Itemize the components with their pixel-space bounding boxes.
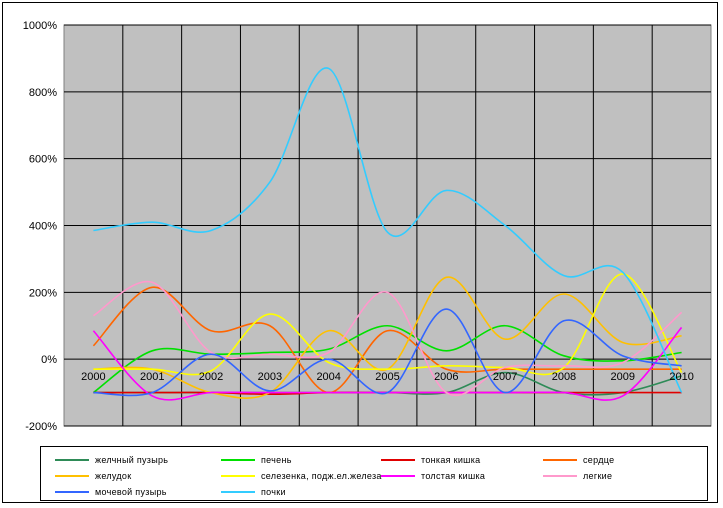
y-tick-label: 800%	[29, 87, 57, 99]
legend-swatch	[543, 459, 577, 461]
legend-label: сердце	[583, 455, 615, 465]
y-tick-label: 200%	[29, 287, 57, 299]
legend-swatch	[55, 475, 89, 477]
legend-swatch	[543, 475, 577, 477]
y-tick-label: 600%	[29, 154, 57, 166]
series-line-3	[92, 286, 682, 394]
legend-item: тонкая кишка	[381, 453, 480, 467]
legend-swatch	[221, 491, 255, 493]
legend-label: печень	[261, 455, 292, 465]
legend-item: толстая кишка	[381, 469, 485, 483]
y-tick-label: 400%	[29, 221, 57, 233]
legend: желчный пузырь печень тонкая кишка сердце же…	[40, 446, 708, 501]
legend-item: сердце	[543, 453, 614, 467]
legend-label: мочевой пузырь	[95, 487, 167, 497]
y-tick-label: 0%	[41, 354, 57, 366]
legend-label: желудок	[95, 471, 132, 481]
legend-label: толстая кишка	[421, 471, 486, 481]
series-line-5	[93, 273, 683, 376]
legend-label: тонкая кишка	[421, 455, 481, 465]
legend-item: селезенка, подж.ел.железа	[221, 469, 382, 483]
x-tick-label: 2007	[493, 371, 517, 383]
legend-swatch	[55, 459, 89, 461]
legend-swatch	[381, 475, 415, 477]
x-tick-label: 2002	[199, 371, 223, 383]
legend-swatch	[221, 475, 255, 477]
series-line-1	[92, 324, 682, 394]
x-tick-label: 2003	[258, 371, 282, 383]
legend-label: селезенка, подж.ел.железа	[261, 471, 382, 481]
x-tick-label: 2004	[316, 371, 340, 383]
legend-item: желудок	[55, 469, 131, 483]
legend-swatch	[55, 491, 89, 493]
legend-item: желчный пузырь	[55, 453, 168, 467]
series-line-8	[93, 308, 682, 397]
legend-swatch	[381, 459, 415, 461]
legend-item: легкие	[543, 469, 612, 483]
legend-item: почки	[221, 485, 286, 499]
legend-label: легкие	[583, 471, 613, 481]
legend-item: мочевой пузырь	[55, 485, 167, 499]
x-tick-label: 2006	[434, 371, 458, 383]
x-tick-label: 2001	[140, 371, 164, 383]
chart-frame: 1000% 800% 600% 400% 200% 0% -200% 2000 2001 200…	[2, 2, 718, 503]
x-tick-label: 2008	[552, 371, 576, 383]
line-chart: 1000% 800% 600% 400% 200% 0% -200% 2000 2001 200…	[23, 20, 712, 433]
series-line-7	[92, 280, 683, 397]
x-tick-label: 2010	[669, 371, 693, 383]
legend-label: почки	[261, 487, 286, 497]
legend-item: печень	[221, 453, 292, 467]
y-tick-label: 1000%	[23, 20, 57, 32]
x-tick-label: 2009	[611, 371, 635, 383]
x-tick-label: 2005	[375, 371, 399, 383]
legend-swatch	[221, 459, 255, 461]
x-tick-label: 2000	[81, 371, 105, 383]
series-line-9	[93, 67, 683, 393]
legend-label: желчный пузырь	[95, 455, 169, 465]
series-line-4	[93, 276, 682, 399]
y-tick-label: -200%	[25, 421, 57, 433]
